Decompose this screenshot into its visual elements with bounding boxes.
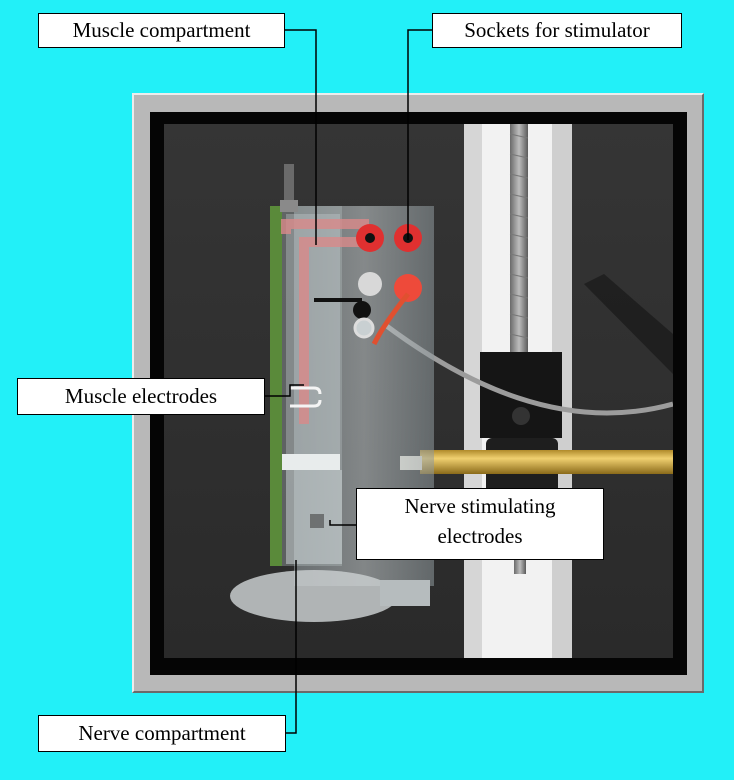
apparatus-illustration — [164, 124, 673, 658]
label-nerve-compartment: Nerve compartment — [38, 715, 286, 752]
leader-nerve-compartment — [286, 560, 297, 734]
label-nerve-stimulating-line1: Nerve stimulating — [404, 494, 556, 518]
leader-sockets — [407, 29, 432, 240]
apparatus-photo — [164, 124, 673, 658]
label-nerve-stimulating-line2: electrodes — [437, 524, 523, 548]
label-nerve-stimulating-electrodes: Nerve stimulating electrodes — [356, 488, 604, 560]
label-muscle-electrodes: Muscle electrodes — [17, 378, 265, 415]
label-muscle-compartment: Muscle compartment — [38, 13, 285, 48]
leader-muscle-electrodes — [265, 384, 304, 397]
label-sockets-for-stimulator: Sockets for stimulator — [432, 13, 682, 48]
leader-nerve-stimulating — [329, 520, 356, 526]
leader-muscle-compartment — [285, 29, 317, 245]
